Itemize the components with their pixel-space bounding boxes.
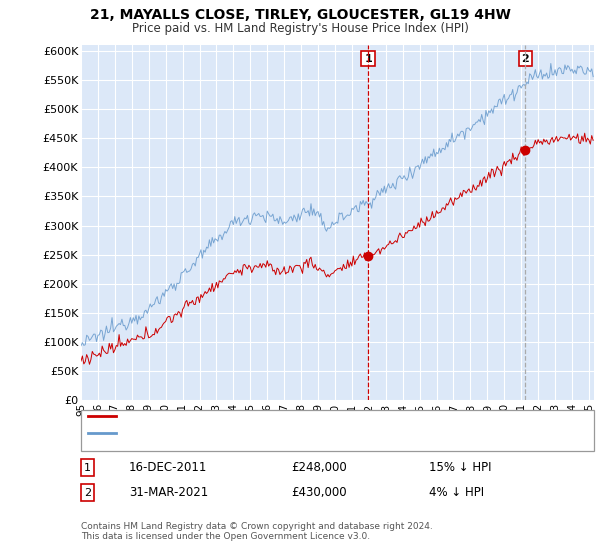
Text: £430,000: £430,000	[291, 486, 347, 500]
Text: 15% ↓ HPI: 15% ↓ HPI	[429, 461, 491, 474]
Text: 2: 2	[84, 488, 91, 498]
Text: 1: 1	[84, 463, 91, 473]
Text: Price paid vs. HM Land Registry's House Price Index (HPI): Price paid vs. HM Land Registry's House …	[131, 22, 469, 35]
Text: 4% ↓ HPI: 4% ↓ HPI	[429, 486, 484, 500]
Text: 2: 2	[521, 54, 529, 64]
Text: £248,000: £248,000	[291, 461, 347, 474]
Text: 16-DEC-2011: 16-DEC-2011	[129, 461, 208, 474]
Text: Contains HM Land Registry data © Crown copyright and database right 2024.
This d: Contains HM Land Registry data © Crown c…	[81, 522, 433, 542]
Text: 1: 1	[364, 54, 372, 64]
Text: 21, MAYALLS CLOSE, TIRLEY, GLOUCESTER, GL19 4HW: 21, MAYALLS CLOSE, TIRLEY, GLOUCESTER, G…	[89, 8, 511, 22]
Text: HPI: Average price, detached house, Tewkesbury: HPI: Average price, detached house, Tewk…	[120, 428, 374, 438]
Text: 21, MAYALLS CLOSE, TIRLEY, GLOUCESTER, GL19 4HW (detached house): 21, MAYALLS CLOSE, TIRLEY, GLOUCESTER, G…	[120, 412, 497, 421]
Text: 31-MAR-2021: 31-MAR-2021	[129, 486, 208, 500]
